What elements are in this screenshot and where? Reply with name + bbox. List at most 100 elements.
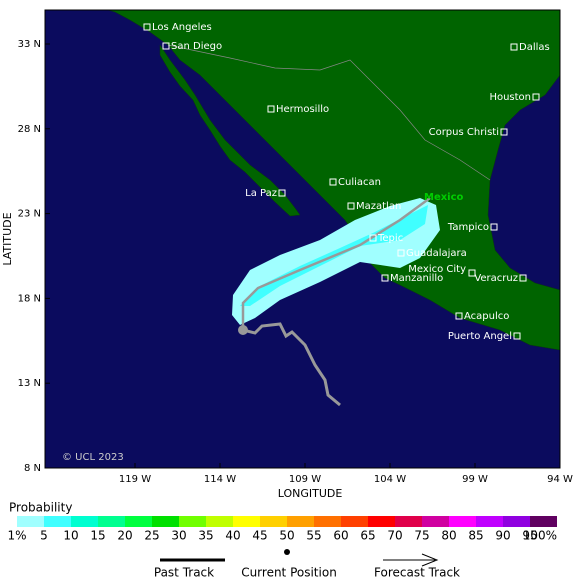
- lat-tick-label: 33 N: [18, 39, 41, 50]
- legend-swatch: [260, 516, 287, 527]
- border: [167, 44, 491, 181]
- lat-tick-label: 8 N: [24, 463, 41, 474]
- city-label: Manzanillo: [390, 273, 443, 284]
- past-track: [242, 322, 341, 407]
- city-label: Los Angeles: [152, 22, 212, 33]
- lat-tick-label: 18 N: [18, 293, 41, 304]
- city-marker: [267, 105, 275, 113]
- legend-swatch: [71, 516, 98, 527]
- city-label: Dallas: [519, 42, 550, 53]
- city-label: La Paz: [245, 188, 277, 199]
- legend-label: 80: [441, 529, 456, 543]
- baja-california: [159, 44, 301, 217]
- lat-tick-label: 23 N: [18, 209, 41, 220]
- legend-label: 35: [198, 529, 213, 543]
- current-position-symbol: [284, 549, 290, 555]
- lon-tick-label: 99 W: [462, 474, 488, 485]
- legend-swatch: [98, 516, 125, 527]
- legend-label: 5: [40, 529, 48, 543]
- legend-label: 10: [63, 529, 78, 543]
- lon-tick-label: 109 W: [289, 474, 321, 485]
- legend-label: 40: [225, 529, 240, 543]
- legend-item: Current Position: [241, 566, 337, 580]
- legend-label: 60: [333, 529, 348, 543]
- legend-label: 30: [171, 529, 186, 543]
- legend-label: 25: [144, 529, 159, 543]
- legend-swatch: [503, 516, 530, 527]
- city-marker: [381, 274, 389, 282]
- city-label: Tampico: [447, 222, 489, 233]
- city-marker: [397, 249, 405, 257]
- arrow-head: [421, 553, 439, 567]
- legend-swatch: [422, 516, 449, 527]
- legend-item: Forecast Track: [374, 566, 460, 580]
- mainland: [107, 9, 561, 351]
- legend-swatch: [287, 516, 314, 527]
- city-label: Tepic: [377, 233, 403, 244]
- city-marker: [143, 23, 151, 31]
- city-marker: [347, 202, 355, 210]
- legend-swatch: [125, 516, 152, 527]
- legend-label: 20: [117, 529, 132, 543]
- legend-swatch: [395, 516, 422, 527]
- copyright: © UCL 2023: [62, 452, 124, 463]
- legend-swatch: [314, 516, 341, 527]
- legend-swatch: [152, 516, 179, 527]
- city-marker: [329, 178, 337, 186]
- legend-label: 65: [360, 529, 375, 543]
- city-label: San Diego: [171, 41, 222, 52]
- legend-label: 1%: [7, 529, 26, 543]
- legend-swatch: [476, 516, 503, 527]
- legend-label: 15: [90, 529, 105, 543]
- city-label: Puerto Angel: [448, 331, 512, 342]
- legend-label: 85: [468, 529, 483, 543]
- legend-label: 100%: [523, 529, 557, 543]
- legend-label: 50: [279, 529, 294, 543]
- lat-tick-label: 28 N: [18, 124, 41, 135]
- city-marker: [510, 43, 518, 51]
- legend-title: Probability: [9, 501, 72, 515]
- forecast-track: [241, 196, 431, 330]
- city-marker: [278, 189, 286, 197]
- legend-label: 95: [522, 529, 537, 543]
- legend-swatch: [17, 516, 44, 527]
- lon-tick-label: 114 W: [204, 474, 236, 485]
- city-label: Hermosillo: [276, 104, 329, 115]
- y-axis-label: LATITUDE: [1, 212, 14, 265]
- city-marker: [162, 42, 170, 50]
- legend-swatch: [341, 516, 368, 527]
- legend-label: 70: [387, 529, 402, 543]
- lon-tick-label: 119 W: [119, 474, 151, 485]
- city-label: Culiacan: [338, 177, 381, 188]
- city-label: Houston: [489, 92, 531, 103]
- lon-tick-label: 104 W: [374, 474, 406, 485]
- city-marker: [369, 234, 377, 242]
- legend-label: 55: [306, 529, 321, 543]
- city-marker: [500, 128, 508, 136]
- legend-swatch: [449, 516, 476, 527]
- x-axis-label: LONGITUDE: [278, 487, 343, 500]
- legend-label: 90: [495, 529, 510, 543]
- city-label: Mexico City: [408, 264, 466, 275]
- legend-swatch: [44, 516, 71, 527]
- city-marker: [513, 332, 521, 340]
- city-marker: [490, 223, 498, 231]
- city-label: Veracruz: [474, 273, 518, 284]
- legend-swatch: [530, 516, 557, 527]
- city-marker: [468, 269, 476, 277]
- legend-item: Past Track: [154, 566, 214, 580]
- map-frame: [44, 9, 561, 469]
- lon-tick-label: 94 W: [547, 474, 573, 485]
- legend-swatch: [368, 516, 395, 527]
- city-label: Acapulco: [464, 311, 509, 322]
- city-marker: [455, 312, 463, 320]
- city-label: Guadalajara: [406, 248, 467, 259]
- city-marker: [532, 93, 540, 101]
- legend-swatch: [233, 516, 260, 527]
- lat-tick-label: 13 N: [18, 378, 41, 389]
- city-label: Corpus Christi: [429, 127, 499, 138]
- storm-label: Mexico: [424, 192, 464, 203]
- city-marker: [519, 274, 527, 282]
- legend-label: 45: [252, 529, 267, 543]
